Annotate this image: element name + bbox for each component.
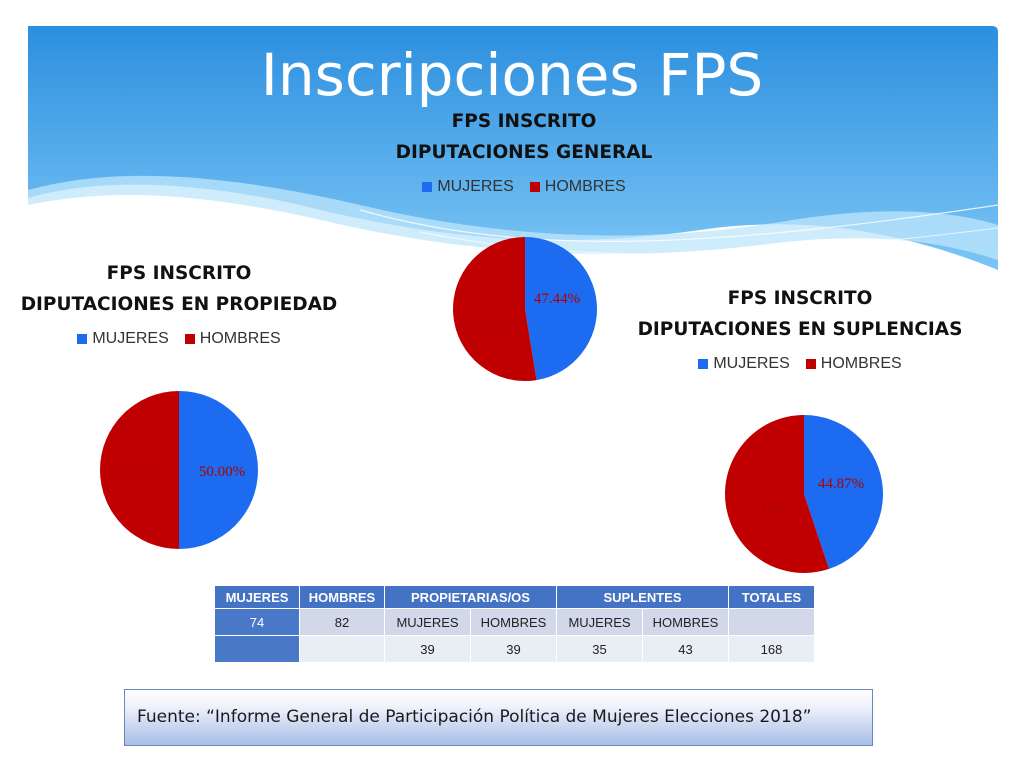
table-row: 39 39 35 43 168: [214, 635, 815, 663]
legend-swatch-mujeres: [422, 182, 433, 192]
legend-swatch-hombres: [805, 359, 816, 369]
legend-item-hombres: HOMBRES: [184, 330, 281, 348]
chart-legend: MUJERES HOMBRES: [0, 330, 358, 348]
legend-label-mujeres: MUJERES: [437, 178, 514, 195]
header-cell: HOMBRES: [299, 585, 385, 609]
legend-label-hombres: HOMBRES: [199, 330, 281, 347]
table-header-row: MUJERES HOMBRES PROPIETARIAS/OS SUPLENTE…: [214, 585, 815, 609]
pie-data-label-mujeres: 50.00%: [199, 464, 245, 480]
pie-data-label-hombres: 55.13%: [742, 502, 788, 518]
legend-item-hombres: HOMBRES: [805, 355, 902, 373]
header-cell: MUJERES: [214, 585, 300, 609]
chart-title-line1: FPS INSCRITO: [727, 288, 873, 309]
pie-data-label-hombres: 50.00%: [113, 464, 159, 480]
legend-swatch-mujeres: [698, 359, 709, 369]
table-cell: 74: [214, 608, 300, 636]
pie-general: 47.44% 52.56.%: [452, 237, 597, 381]
legend-swatch-hombres: [529, 182, 540, 192]
summary-table: MUJERES HOMBRES PROPIETARIAS/OS SUPLENTE…: [214, 585, 815, 663]
pie-slice-hombres: [452, 237, 537, 381]
table-cell: [214, 635, 300, 663]
legend-label-mujeres: MUJERES: [92, 330, 169, 347]
chart-title-line1: FPS INSCRITO: [106, 263, 252, 284]
table-cell: HOMBRES: [642, 608, 729, 636]
legend-swatch-hombres: [184, 334, 195, 344]
table-cell: HOMBRES: [470, 608, 557, 636]
chart-title-line2: DIPUTACIONES EN PROPIEDAD: [20, 294, 338, 315]
legend-item-hombres: HOMBRES: [529, 178, 626, 196]
legend-label-hombres: HOMBRES: [820, 355, 902, 372]
pie-data-label-hombres: 52.56.%: [466, 317, 516, 333]
header-cell: SUPLENTES: [556, 585, 729, 609]
table-cell: 168: [728, 635, 815, 663]
pie-slice-mujeres: [525, 237, 597, 381]
legend-label-hombres: HOMBRES: [544, 178, 626, 195]
table-cell: 39: [384, 635, 471, 663]
legend-item-mujeres: MUJERES: [422, 178, 514, 196]
table-cell: MUJERES: [384, 608, 471, 636]
chart-suplencias: FPS INSCRITO DIPUTACIONES EN SUPLENCIAS …: [634, 283, 966, 373]
header-cell: PROPIETARIAS/OS: [384, 585, 557, 609]
pie-suplencias: 44.87% 55.13%: [725, 415, 884, 573]
table-cell: 43: [642, 635, 729, 663]
header-cell: TOTALES: [728, 585, 815, 609]
pie-data-label-mujeres: 44.87%: [818, 476, 864, 492]
legend-item-mujeres: MUJERES: [698, 355, 790, 373]
table-cell: 39: [470, 635, 557, 663]
chart-general: FPS INSCRITO DIPUTACIONES GENERAL MUJERE…: [374, 106, 674, 196]
legend-item-mujeres: MUJERES: [77, 330, 169, 348]
chart-title-line2: DIPUTACIONES GENERAL: [395, 142, 653, 163]
chart-propiedad: FPS INSCRITO DIPUTACIONES EN PROPIEDAD M…: [0, 258, 358, 348]
source-note: Fuente: “Informe General de Participació…: [124, 689, 873, 746]
table-row: 74 82 MUJERES HOMBRES MUJERES HOMBRES: [214, 608, 815, 636]
pie-slice-hombres: [100, 391, 179, 549]
pie-slice-hombres: [725, 415, 830, 573]
table-cell: [728, 608, 815, 636]
table-cell: 35: [556, 635, 643, 663]
table-cell: MUJERES: [556, 608, 643, 636]
chart-title-line1: FPS INSCRITO: [451, 111, 597, 132]
legend-label-mujeres: MUJERES: [713, 355, 790, 372]
pie-propiedad: 50.00% 50.00%: [100, 391, 258, 549]
chart-title-line2: DIPUTACIONES EN SUPLENCIAS: [637, 319, 963, 340]
pie-data-label-mujeres: 47.44%: [534, 291, 580, 307]
legend-swatch-mujeres: [77, 334, 88, 344]
chart-legend: MUJERES HOMBRES: [634, 355, 966, 373]
slide-title: Inscripciones FPS: [260, 41, 764, 109]
table-cell: 82: [299, 608, 385, 636]
chart-legend: MUJERES HOMBRES: [374, 178, 674, 196]
table-cell: [299, 635, 385, 663]
pie-slice-mujeres: [804, 415, 884, 569]
pie-slice-mujeres: [179, 391, 258, 549]
